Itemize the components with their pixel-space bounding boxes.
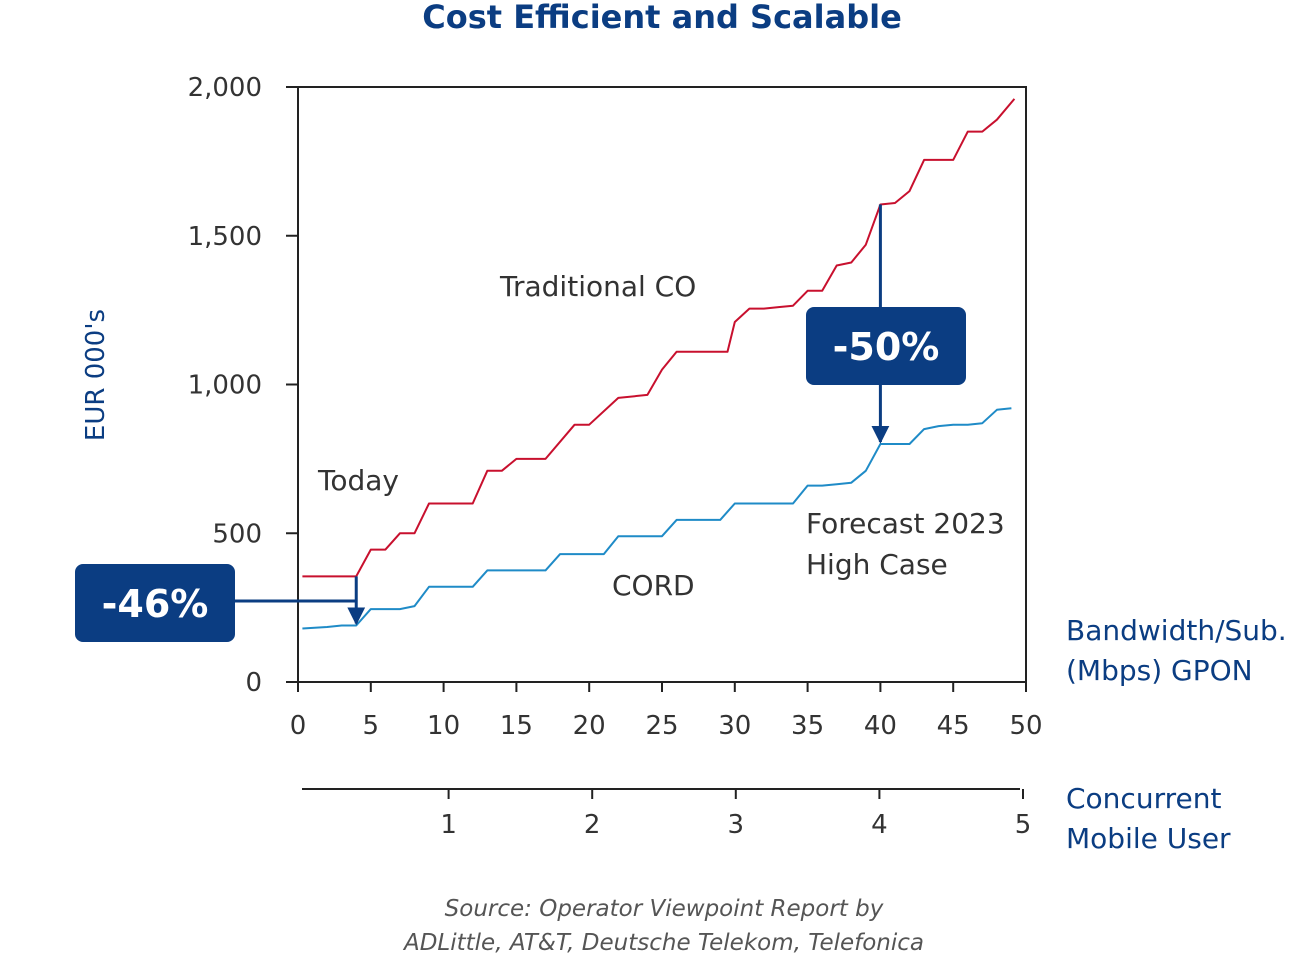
traditional-co-label: Traditional CO [499,270,696,303]
cord-label: CORD [612,569,695,602]
y-axis-label: EUR 000's [81,309,111,441]
x-tick-label: 0 [290,711,307,741]
x-axis-label-line: Bandwidth/Sub. [1066,614,1287,647]
right-badge-text: -50% [833,325,940,369]
source-line-2: ADLittle, AT&T, Deutsche Telekom, Telefo… [402,930,924,956]
cord-line [302,407,1012,630]
y-tick-label: 0 [245,668,262,698]
secondary-axis-label-line: Concurrent [1066,782,1221,815]
x-tick-label: 50 [1009,711,1042,741]
x-tick-label: 5 [363,711,380,741]
x-tick-label: 25 [645,711,678,741]
today-label: Today [317,464,399,497]
traditional-co-line [302,98,1016,578]
forecast-label-line: Forecast 2023 [806,507,1005,540]
x-tick-label: 20 [573,711,606,741]
forecast-label-line: High Case [806,548,948,581]
x-axis-label-line: (Mbps) GPON [1066,654,1253,687]
y-tick-label: 1,500 [188,222,262,252]
secondary-tick-label: 4 [871,810,888,840]
left-badge [75,564,235,642]
annotations: Traditional CO CORD Today Forecast 2023 High… [75,204,1005,642]
secondary-tick-label: 2 [584,810,601,840]
y-tick-label: 2,000 [188,73,262,103]
x-tick-label: 40 [864,711,897,741]
secondary-axis-label-line: Mobile User [1066,822,1231,855]
secondary-tick-label: 5 [1015,810,1032,840]
x-tick-label: 45 [937,711,970,741]
x-tick-label: 30 [718,711,751,741]
x-tick-label: 35 [791,711,824,741]
y-tick-label: 1,000 [188,371,262,401]
left-badge-text: -46% [102,582,209,626]
series-lines [302,98,1016,630]
secondary-tick-label: 3 [728,810,745,840]
chart-title: Cost Efficient and Scalable [422,0,902,36]
secondary-tick-label: 1 [440,810,457,840]
x-tick-label: 15 [500,711,533,741]
y-tick-label: 500 [212,519,262,549]
source-line-1: Source: Operator Viewpoint Report by [445,896,884,922]
right-badge [806,307,966,385]
x-tick-label: 10 [427,711,460,741]
